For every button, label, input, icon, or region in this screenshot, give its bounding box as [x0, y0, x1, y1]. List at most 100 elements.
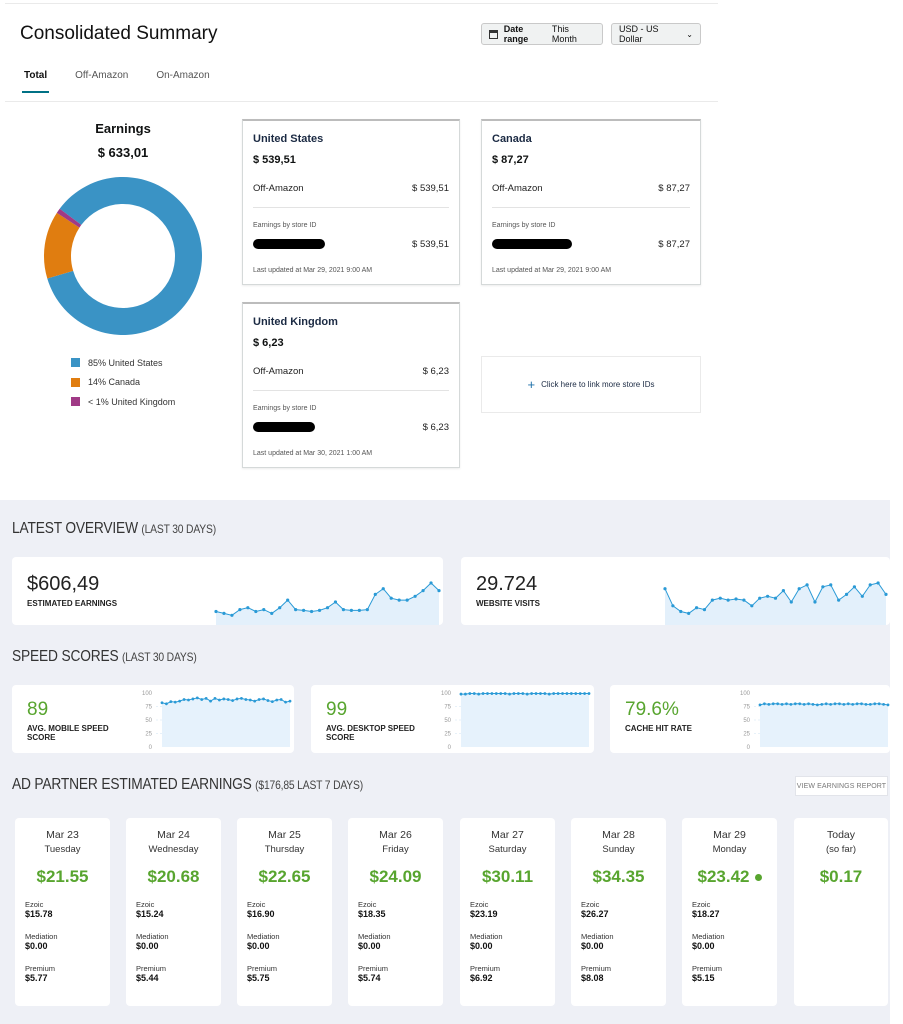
- breakdown-value: $5.15: [692, 973, 715, 983]
- breakdown-label: Premium: [470, 964, 501, 973]
- tab-on-amazon[interactable]: On-Amazon: [156, 70, 210, 81]
- date-range-value: This Month: [551, 24, 577, 44]
- breakdown-mediation: Mediation $0.00: [581, 932, 614, 951]
- speed-point: [503, 692, 507, 695]
- speed-point: [477, 692, 481, 696]
- desktop-speed-card[interactable]: 99 AVG. DESKTOP SPEED SCORE 100 75 50 25 0: [311, 685, 594, 753]
- legend-label: 85% United States: [88, 357, 163, 368]
- speed-point: [860, 702, 863, 706]
- breakdown-premium: Premium $6.92: [470, 964, 500, 983]
- store-row-off-amazon: Off-Amazon $ 87,27: [492, 183, 690, 194]
- breakdown-label: Ezoic: [470, 900, 489, 909]
- date-range-button[interactable]: Date range This Month: [481, 23, 603, 45]
- day-card: Mar 27 Saturday $30.11 Ezoic $23.19 Mediation…: [460, 818, 555, 1006]
- breakdown-mediation: Mediation $0.00: [470, 932, 503, 951]
- sparkline-point: [373, 592, 377, 596]
- redacted-store-id: [253, 239, 325, 249]
- speed-line: [461, 693, 589, 695]
- sparkline-point: [294, 608, 298, 612]
- website-visits-card[interactable]: 29.724 WEBSITE VISITS: [461, 557, 890, 625]
- legend-swatch: [71, 358, 80, 368]
- currency-select[interactable]: USD - US Dollar ⌄: [611, 23, 701, 45]
- speed-point: [846, 702, 850, 706]
- sparkline-point: [389, 596, 393, 600]
- breakdown-premium: Premium $5.74: [358, 964, 388, 983]
- speed-point: [587, 692, 591, 695]
- cache-hit-card[interactable]: 79.6% CACHE HIT RATE 100 75 50 25 0: [610, 685, 890, 753]
- sparkline-point: [421, 589, 425, 593]
- day-of-week: Saturday: [488, 844, 527, 855]
- day-date: Mar 26: [379, 829, 412, 841]
- speed-point: [771, 702, 775, 706]
- speed-point: [468, 692, 472, 695]
- day-of-week: Thursday: [264, 844, 305, 855]
- day-date: Today: [826, 829, 856, 841]
- breakdown-value: $5.44: [136, 973, 159, 983]
- axis-tick-label: 100: [740, 691, 751, 697]
- link-store-ids-label: Click here to link more store IDs: [541, 380, 655, 389]
- tab-off-amazon[interactable]: Off-Amazon: [75, 70, 129, 81]
- speed-point: [793, 702, 797, 706]
- speed-point: [169, 700, 173, 704]
- speed-point: [213, 697, 217, 700]
- sparkline-point: [286, 598, 290, 602]
- sparkline-point: [844, 592, 849, 596]
- sparkline-point: [671, 604, 675, 608]
- sparkline-point: [718, 596, 722, 600]
- speed-point: [780, 702, 784, 706]
- day-of-week: Tuesday: [44, 844, 81, 855]
- speed-point: [833, 702, 837, 706]
- axis-tick-label: 25: [444, 732, 451, 738]
- speed-point: [855, 702, 859, 706]
- breakdown-value: $6.92: [470, 973, 493, 983]
- day-date: Mar 23: [46, 829, 79, 841]
- day-card: Mar 25 Thursday $22.65 Ezoic $16.90 Mediation…: [237, 818, 332, 1006]
- row-value: $ 539,51: [412, 183, 449, 194]
- speed-point: [486, 692, 489, 695]
- sparkline-point: [262, 608, 266, 612]
- sparkline-point: [702, 608, 707, 612]
- speed-point: [758, 703, 762, 707]
- tab-total[interactable]: Total: [22, 70, 50, 93]
- breakdown-label: Mediation: [247, 932, 280, 941]
- section-title-text: Ad Partner Estimated Earnings: [12, 776, 252, 793]
- sparkline-point: [278, 606, 282, 610]
- speed-point: [776, 702, 780, 706]
- store-id-row: $ 87,27: [492, 239, 690, 250]
- divider: [253, 207, 449, 208]
- speed-point: [499, 692, 503, 695]
- day-total: $0.17: [794, 867, 888, 887]
- day-card: Mar 26 Friday $24.09 Ezoic $18.35 Mediation $0…: [348, 818, 443, 1006]
- day-date: Mar 28: [602, 829, 635, 841]
- speed-point: [459, 692, 463, 696]
- status-dot-icon: [754, 874, 762, 882]
- breakdown-value: $0.00: [247, 941, 270, 951]
- store-id-value: $ 539,51: [412, 239, 449, 250]
- cache-hit-chart: 100 75 50 25 0: [740, 691, 890, 751]
- section-subtitle: ($176,85 last 7 days): [255, 778, 363, 792]
- speed-point: [262, 697, 265, 701]
- redacted-store-id: [253, 422, 315, 432]
- estimated-earnings-card[interactable]: $606,49 ESTIMATED EARNINGS: [12, 557, 443, 625]
- view-earnings-report-button[interactable]: VIEW EARNINGS REPORT: [795, 776, 888, 796]
- speed-point: [798, 702, 802, 706]
- speed-point: [829, 702, 833, 706]
- breakdown-mediation: Mediation $0.00: [358, 932, 391, 951]
- day-card: Today (so far) $0.17: [794, 818, 888, 1006]
- divider: [492, 207, 690, 208]
- row-label: Off-Amazon: [253, 366, 304, 377]
- day-total-value: $21.55: [36, 867, 89, 886]
- breakdown-value: $8.08: [581, 973, 604, 983]
- sparkline-point: [270, 611, 274, 615]
- speed-point: [165, 702, 168, 706]
- earnings-total: $ 633,01: [97, 145, 149, 160]
- mobile-speed-card[interactable]: 89 AVG. MOBILE SPEED SCORE 100 75 50 25 0: [12, 685, 294, 753]
- sparkline-point: [813, 600, 817, 604]
- day-total: $22.65: [237, 867, 332, 887]
- breakdown-value: $0.00: [25, 941, 48, 951]
- day-date: Mar 25: [268, 829, 301, 841]
- speed-point: [877, 702, 881, 706]
- link-store-ids-button[interactable]: + Click here to link more store IDs: [481, 356, 701, 413]
- breakdown-label: Premium: [358, 964, 389, 973]
- speed-point: [288, 699, 292, 703]
